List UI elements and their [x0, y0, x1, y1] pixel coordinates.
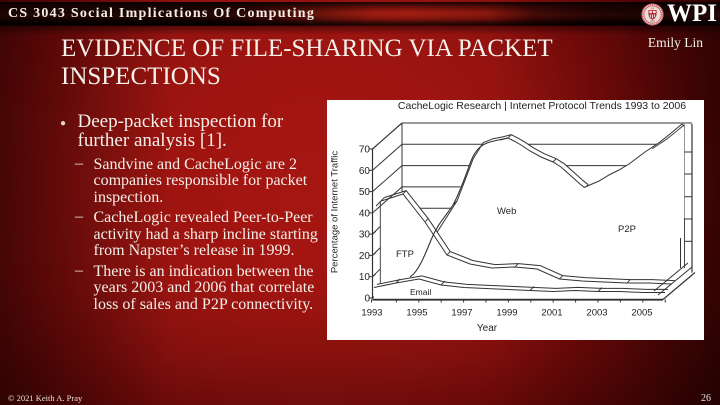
svg-text:Web: Web	[497, 206, 516, 217]
svg-text:20: 20	[359, 251, 371, 262]
svg-text:60: 60	[359, 166, 371, 177]
svg-text:Email: Email	[410, 287, 431, 297]
svg-text:P2P: P2P	[618, 224, 636, 235]
svg-text:1999: 1999	[496, 308, 517, 319]
svg-text:1993: 1993	[361, 308, 382, 319]
svg-text:50: 50	[359, 187, 371, 198]
svg-text:40: 40	[359, 208, 371, 219]
svg-text:1997: 1997	[451, 308, 472, 319]
svg-text:10: 10	[359, 272, 371, 283]
svg-text:2003: 2003	[586, 308, 607, 319]
svg-text:2005: 2005	[631, 308, 652, 319]
svg-text:FTP: FTP	[396, 249, 414, 260]
svg-text:CacheLogic Research | Internet: CacheLogic Research | Internet Protocol …	[398, 100, 686, 112]
svg-text:30: 30	[359, 230, 371, 241]
svg-text:1995: 1995	[406, 308, 427, 319]
svg-text:0: 0	[364, 294, 370, 305]
svg-text:2001: 2001	[541, 308, 562, 319]
svg-text:70: 70	[359, 145, 371, 156]
svg-text:Percentage of Internet Traffic: Percentage of Internet Traffic	[330, 151, 341, 274]
svg-text:Year: Year	[477, 323, 498, 334]
